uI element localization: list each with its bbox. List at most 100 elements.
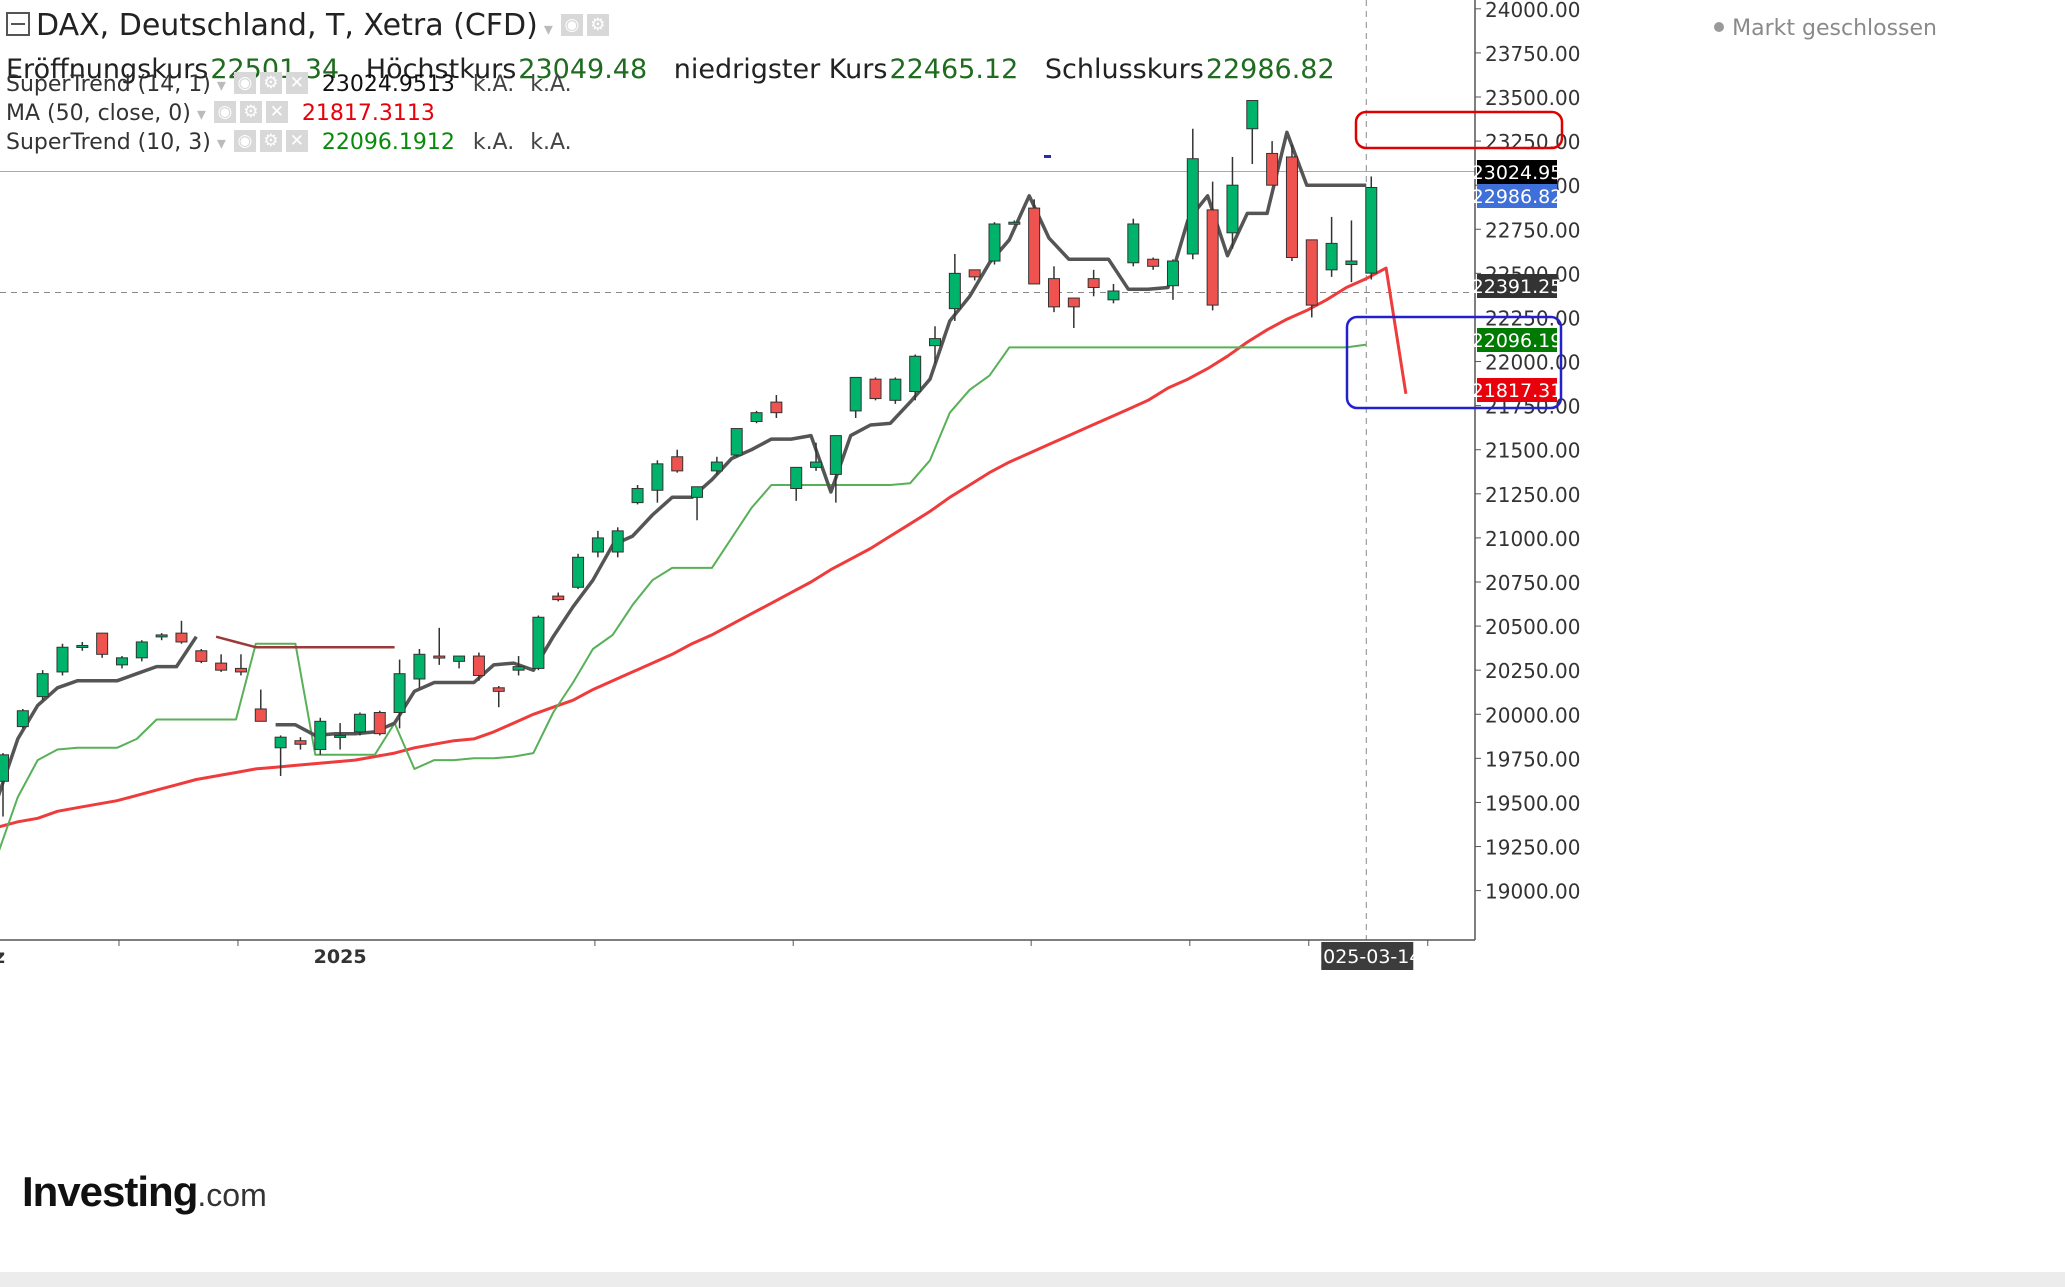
chevron-down-icon[interactable]: ▾ [196,104,206,125]
candle-body [195,650,208,662]
price-tick-label: 19000.00 [1485,880,1580,904]
bottom-scrollbar[interactable] [0,1272,2065,1287]
candle-body [1047,278,1060,308]
indicator-name[interactable]: SuperTrend (14, 1) [6,72,211,97]
price-tick-label: 20000.00 [1485,703,1580,727]
candle-body [631,488,644,504]
candle-body [373,711,386,735]
candle-body [1266,152,1279,186]
supertrend-10-3-line [0,343,1367,851]
eye-icon[interactable]: ◉ [560,13,583,36]
close-icon[interactable]: ✕ [265,101,288,123]
eye-icon[interactable]: ◉ [233,72,256,94]
candles[interactable] [0,100,1378,817]
low-label: niedrigster Kurs [673,54,888,85]
ma-50-segment [0,266,1408,829]
date-cursor-label: 2025-03-14 [1311,946,1421,968]
supertrend-10-3-segment [0,343,1367,851]
price-label-box [1477,378,1557,402]
candle-body [1206,209,1219,306]
instrument-title: DAX, Deutschland, T, Xetra (CFD) [36,8,538,43]
price-tick-label: 24000.00 [1485,0,1580,22]
candle-body [1246,100,1259,130]
grid-layer [0,0,1475,940]
candle-body [215,662,228,671]
candle-body [76,644,89,648]
candle-body [691,486,704,498]
candle-body [1305,239,1318,306]
candle-body [1087,278,1100,288]
blue-highlight-box [1345,315,1563,410]
price-tick-label: 21250.00 [1485,483,1580,507]
eye-icon[interactable]: ◉ [233,130,256,152]
candle-body [1345,260,1358,266]
candle-body [909,355,922,393]
chevron-down-icon[interactable]: ▾ [216,133,226,154]
price-label-text: 21817.31 [1472,380,1563,402]
candle-body [948,272,961,310]
investing-logo: Investing.com [22,1168,267,1216]
chevron-down-icon[interactable]: ▾ [543,19,553,40]
candle-body [810,461,823,468]
close-value: 22986.82 [1205,54,1335,85]
indicator-na: k.A. [530,130,572,155]
candle-body [671,456,684,472]
gear-icon[interactable]: ⚙ [259,130,282,152]
gear-icon[interactable]: ⚙ [239,101,262,123]
candle-body [36,673,49,698]
gear-icon[interactable]: ⚙ [586,13,609,36]
market-status-text: Markt geschlossen [1732,16,1937,41]
close-icon[interactable]: ✕ [285,72,308,94]
candle-body [968,269,981,278]
candle-body [1067,297,1080,308]
price-tick-label: 22250.00 [1485,306,1580,330]
candle-body [849,376,862,412]
eye-icon[interactable]: ◉ [213,101,236,123]
candle-body [710,461,723,472]
price-tick-label: 20250.00 [1485,659,1580,683]
high-value: 23049.48 [518,54,648,85]
candle-body [115,657,128,666]
time-axis: 2025 ez 2025-03-14 [0,939,1475,970]
open-label: Eröffnungskurs [6,54,209,85]
price-tick-label: 20500.00 [1485,615,1580,639]
candle-body [96,632,109,655]
candle-body [1107,290,1120,301]
candle-body [413,653,426,680]
indicator-na: k.A. [472,130,515,155]
candle-body [254,708,267,722]
candle-body [294,740,307,745]
candle-body [16,710,29,728]
candle-body [155,634,168,638]
chevron-down-icon[interactable]: ▾ [216,75,226,96]
status-dot-icon [1714,22,1725,32]
candle-body [829,435,842,475]
indicator-na: k.A. [530,72,572,97]
candle-body [1285,156,1298,258]
candle-body [532,616,545,669]
price-tick-label: 19500.00 [1485,791,1580,815]
price-tick-label: 23500.00 [1485,86,1580,110]
indicator-name[interactable]: SuperTrend (10, 3) [6,130,211,155]
indicator-name[interactable]: MA (50, close, 0) [6,101,191,126]
logo-suffix: .com [197,1177,267,1213]
candle-body [591,537,604,553]
collapse-icon[interactable] [6,11,30,36]
time-tick-label: ez [0,946,5,968]
candle-body [472,655,485,676]
candle-body [175,632,188,643]
logo-brand: Investing [22,1168,198,1215]
candle-body [988,223,1001,262]
price-label-text: 22096.19 [1472,330,1563,352]
candle-body [651,463,664,491]
candle-body [572,556,585,588]
high-label: Höchstkurs [365,54,517,85]
candle-body [0,754,9,782]
close-icon[interactable]: ✕ [285,130,308,152]
indicator-row-supertrend-10-3: SuperTrend (10, 3) ▾ ◉ ⚙ ✕ 22096.1912 k.A. k.A. [6,130,588,155]
gear-icon[interactable]: ⚙ [259,72,282,94]
candle-body [1008,221,1021,225]
candle-body [1127,223,1140,264]
